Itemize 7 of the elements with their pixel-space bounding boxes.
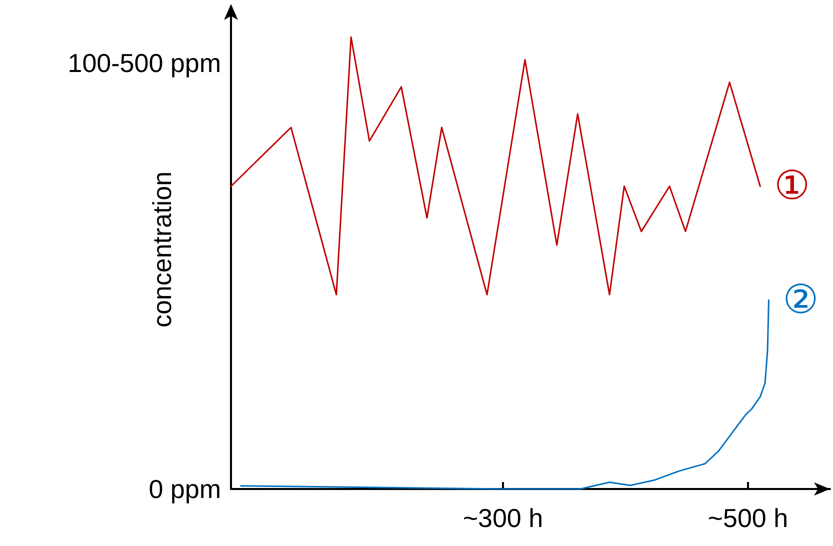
series-label: ①	[774, 164, 810, 208]
text: 0 ppm	[148, 474, 221, 504]
x-tick-label: ~300 h	[462, 503, 544, 533]
text: 100-500 ppm	[68, 48, 221, 78]
y-axis-title: concentration	[147, 171, 177, 328]
x-tick-label: ~500 h	[708, 503, 788, 533]
series-label: ②	[782, 278, 819, 322]
